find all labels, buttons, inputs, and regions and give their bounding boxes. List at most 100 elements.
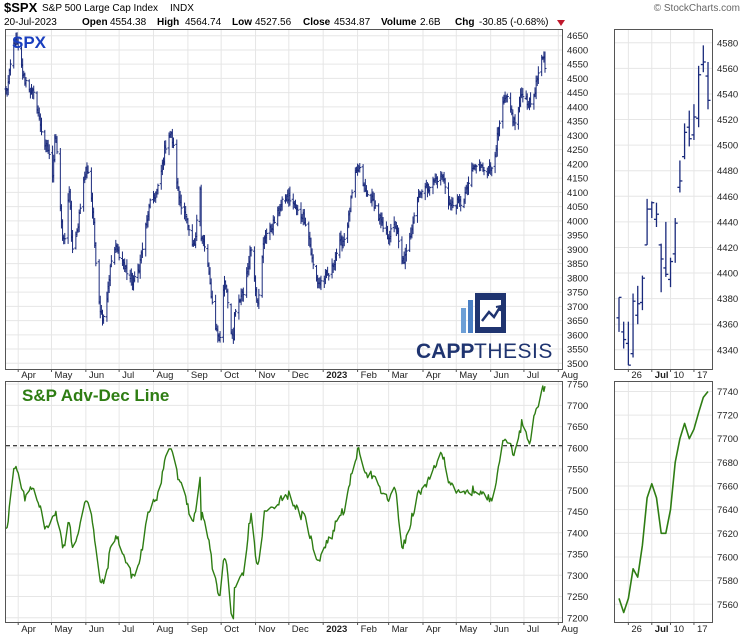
price-bar [148, 198, 152, 209]
price-bar [257, 288, 261, 310]
watermark: © StockCharts.com [654, 3, 740, 14]
price-y-tick-label: 4400 [567, 102, 588, 113]
price-bar [420, 189, 424, 199]
price-bar [443, 177, 447, 194]
quote-date: 20-Jul-2023 [4, 17, 57, 28]
price-y-tick-label: 4100 [567, 188, 588, 199]
price-x-tick-label: Jul [122, 370, 134, 381]
zoom-adline-y-tick-label: 7620 [717, 529, 738, 540]
zoom-price-y-tick-label: 4340 [717, 345, 738, 356]
price-bar [102, 314, 106, 324]
price-y-tick-label: 3700 [567, 302, 588, 313]
zoom-price-bar [663, 221, 669, 277]
price-bar [210, 290, 214, 305]
exchange: INDX [170, 3, 194, 14]
price-y-tick-label: 3800 [567, 273, 588, 284]
price-bar [39, 117, 43, 136]
adline-y-tick-label: 7200 [567, 613, 588, 624]
capp-thesis-logo: CAPP THESIS [416, 293, 553, 363]
chart-growth-icon [461, 293, 506, 333]
price-y-tick-label: 3900 [567, 245, 588, 256]
price-x-tick-label: Apr [426, 370, 441, 381]
price-bar [490, 166, 494, 177]
price-x-tick-label: Feb [361, 370, 377, 381]
price-bar [349, 195, 353, 213]
zoom-adline-y-tick-label: 7560 [717, 600, 738, 611]
adline-x-tick-label: Nov [259, 624, 276, 635]
price-bar [521, 88, 525, 103]
brand-thesis: THESIS [474, 340, 553, 363]
zoom-price-bar [700, 45, 706, 73]
price-x-tick-label: May [54, 370, 72, 381]
price-bar [428, 186, 432, 196]
price-bar [373, 200, 377, 209]
zoom-price-panel [614, 29, 713, 370]
zoom-price-y-tick-label: 4440 [717, 217, 738, 228]
price-bar [187, 224, 191, 236]
adline-y-tick-label: 7550 [567, 465, 588, 476]
high-label: High [157, 17, 179, 28]
adline-x-tick-label: May [54, 624, 72, 635]
price-x-tick-label: Jul [527, 370, 539, 381]
price-bar [451, 197, 455, 209]
price-x-tick-label: Jun [89, 370, 104, 381]
high-value: 4564.74 [185, 17, 222, 28]
price-bar [543, 51, 547, 73]
price-bar [8, 59, 12, 76]
price-bar [140, 242, 144, 259]
price-bar [366, 190, 370, 197]
zoom-adline-y-tick-label: 7680 [717, 458, 738, 469]
zoom-adline-y-tick-label: 7660 [717, 482, 738, 493]
price-bar [412, 212, 416, 224]
price-bar [327, 272, 331, 281]
price-y-tick-label: 4200 [567, 159, 588, 170]
price-bar [78, 203, 82, 214]
adline-y-tick-label: 7250 [567, 592, 588, 603]
zoom-price-y-tick-label: 4500 [717, 141, 738, 152]
zoom-price-y-tick-label: 4580 [717, 38, 738, 49]
close-value: 4534.87 [334, 17, 371, 28]
zoom-price-y-tick-label: 4480 [717, 166, 738, 177]
price-bar [94, 242, 98, 267]
adline-x-tick-label: Oct [224, 624, 239, 635]
price-bar [381, 217, 385, 233]
adline-y-tick-label: 7650 [567, 422, 588, 433]
low-label: Low [232, 17, 252, 28]
zoom-price-bar [635, 285, 641, 325]
zoom-price-bar [621, 321, 627, 349]
price-bar [156, 183, 160, 195]
price-bar [184, 206, 188, 222]
zoom-price-y-tick-label: 4520 [717, 115, 738, 126]
price-bar [241, 287, 245, 302]
zoom-adline-y-tick-label: 7580 [717, 576, 738, 587]
zoom-adline-y-tick-label: 7700 [717, 434, 738, 445]
zoom-price-bar [672, 218, 678, 263]
adline-x-tick-label: Dec [292, 624, 309, 635]
price-bar [288, 186, 292, 206]
price-bar [435, 176, 439, 189]
price-bar [505, 93, 509, 103]
zoom-price-bar [625, 321, 631, 366]
zoom-adline-x-tick-label: 26 [631, 624, 642, 635]
price-bar [303, 217, 307, 227]
zoom-adline-y-tick-label: 7740 [717, 387, 738, 398]
zoom-price-bar [668, 257, 674, 288]
zoom-price-bar [630, 293, 636, 358]
price-bar [86, 165, 90, 175]
volume-value: 2.6B [420, 17, 441, 28]
price-bar [342, 233, 346, 247]
zoom-price-y-tick-label: 4420 [717, 243, 738, 254]
zoom-price-bar [705, 61, 711, 110]
price-y-tick-label: 4300 [567, 131, 588, 142]
zoom-price-bar [639, 275, 645, 311]
chg-value: -30.85 (-0.68%) [479, 17, 548, 28]
price-bar [125, 259, 129, 281]
zoom-price-y-tick-label: 4380 [717, 294, 738, 305]
price-bar [296, 204, 300, 216]
price-y-tick-label: 4150 [567, 174, 588, 185]
open-label: Open [82, 17, 108, 28]
price-bar [498, 120, 502, 137]
price-x-tick-label: Aug [157, 370, 174, 381]
open-value: 4554.38 [110, 17, 147, 28]
price-bar [311, 254, 315, 270]
